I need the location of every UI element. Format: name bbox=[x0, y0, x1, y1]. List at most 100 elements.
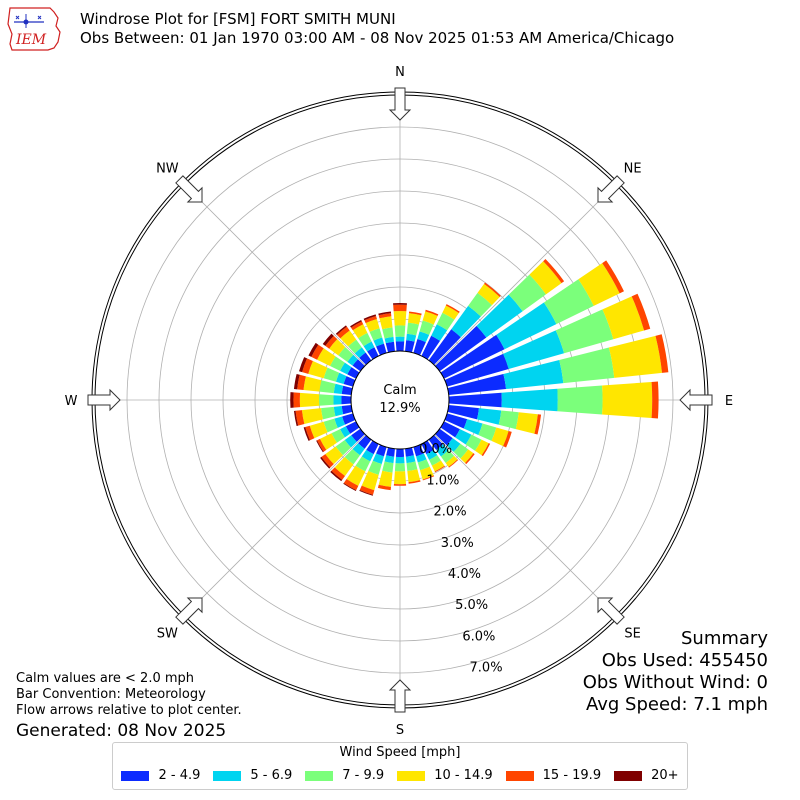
legend-label: 10 - 14.9 bbox=[434, 768, 493, 783]
direction-label: W bbox=[65, 394, 78, 409]
direction-label: N bbox=[395, 65, 405, 80]
bar-segment bbox=[317, 438, 327, 452]
bar-segment bbox=[426, 449, 438, 460]
bar-segment bbox=[351, 428, 365, 442]
bar-segment bbox=[382, 327, 394, 339]
bar-segment bbox=[405, 340, 415, 353]
legend-items: 2 - 4.9 5 - 6.9 7 - 9.9 10 - 14.9 15 - 19.9 2… bbox=[113, 768, 687, 783]
bar-segment bbox=[440, 421, 460, 438]
bar-segment bbox=[476, 294, 523, 338]
bar-segment bbox=[336, 326, 350, 339]
bar-segment bbox=[354, 347, 366, 358]
bar-segment bbox=[421, 335, 441, 360]
grid-ring bbox=[126, 126, 674, 674]
bar-segment bbox=[428, 329, 461, 365]
bars bbox=[290, 259, 669, 496]
bar-segment bbox=[503, 359, 564, 390]
bar-segment bbox=[319, 380, 336, 394]
bar-segment bbox=[503, 330, 565, 370]
bar-segment bbox=[376, 343, 387, 356]
legend-label: 20+ bbox=[651, 768, 679, 783]
legend-label: 5 - 6.9 bbox=[250, 768, 293, 783]
bar-segment bbox=[340, 362, 352, 375]
bar-segment bbox=[342, 413, 356, 425]
bar-segment bbox=[316, 440, 324, 453]
bar-segment bbox=[331, 467, 345, 480]
bar-segment bbox=[478, 423, 497, 441]
bar-segment bbox=[477, 283, 500, 306]
bar-segment bbox=[508, 274, 546, 312]
bar-segment bbox=[295, 410, 305, 426]
legend-swatch bbox=[614, 770, 643, 781]
bar-segment bbox=[299, 357, 308, 373]
bar-segment bbox=[343, 376, 356, 387]
generated-date: Generated: 08 Nov 2025 bbox=[16, 721, 227, 741]
bar-segment bbox=[355, 456, 371, 472]
bar-segment bbox=[543, 279, 594, 325]
bar-segment bbox=[557, 385, 603, 415]
direction-label: NW bbox=[156, 161, 179, 176]
legend-item: 10 - 14.9 bbox=[397, 768, 493, 783]
bar-segment bbox=[444, 353, 509, 387]
flow-note: Flow arrows relative to plot center. bbox=[16, 703, 242, 718]
direction-label: E bbox=[725, 394, 733, 409]
bar-segment bbox=[368, 460, 382, 475]
bar-segment bbox=[305, 425, 315, 441]
bar-segment bbox=[498, 410, 519, 430]
direction-label: SE bbox=[624, 627, 640, 642]
bar-segment bbox=[363, 314, 377, 321]
bar-segment bbox=[378, 313, 392, 319]
bar-segment bbox=[515, 412, 538, 434]
legend-swatch bbox=[121, 770, 150, 781]
bar-segment bbox=[372, 453, 384, 465]
bar-segment bbox=[651, 381, 659, 419]
direction-label: NE bbox=[624, 161, 642, 176]
bar-segment bbox=[395, 341, 405, 352]
bar-segment bbox=[341, 395, 352, 405]
flow-arrow-icon bbox=[597, 597, 625, 625]
bar-segment bbox=[365, 319, 380, 332]
bar-segment bbox=[422, 311, 438, 325]
bar-segment bbox=[323, 418, 338, 433]
bar-segment bbox=[451, 305, 481, 338]
bar-segment bbox=[341, 385, 353, 395]
radial-tick-label: 2.0% bbox=[434, 505, 467, 520]
bar-segment bbox=[340, 330, 357, 347]
bar-segment bbox=[408, 480, 421, 484]
bar-segment bbox=[440, 450, 455, 464]
bar-segment bbox=[442, 305, 459, 320]
bar-segment bbox=[333, 395, 342, 405]
bar-segment bbox=[359, 490, 373, 496]
bar-segment bbox=[434, 465, 446, 473]
bar-segment bbox=[385, 341, 395, 353]
bar-segment bbox=[343, 478, 359, 491]
bar-segment bbox=[303, 427, 310, 441]
bar-segment bbox=[376, 444, 387, 457]
bar-segment bbox=[435, 325, 487, 372]
summary-panel: Summary Obs Used: 455450 Obs Without Win… bbox=[583, 628, 768, 716]
direction-arrow bbox=[175, 597, 203, 625]
bar-segment bbox=[446, 438, 461, 452]
bar-segment bbox=[320, 456, 331, 469]
notes-panel: Calm values are < 2.0 mph Bar Convention… bbox=[16, 671, 242, 742]
summary-avg-speed: Avg Speed: 7.1 mph bbox=[586, 694, 768, 715]
bar-segment bbox=[338, 346, 354, 362]
legend-swatch bbox=[397, 770, 426, 781]
radial-tick-label: 5.0% bbox=[455, 598, 488, 613]
bar-segment bbox=[447, 405, 479, 420]
chart-title: Windrose Plot for [FSM] FORT SMITH MUNI bbox=[80, 10, 396, 28]
bar-segment bbox=[341, 405, 353, 415]
bar-segment bbox=[302, 358, 313, 374]
legend-item: 5 - 6.9 bbox=[213, 768, 292, 783]
bar-segment bbox=[503, 430, 512, 448]
bar-segment bbox=[465, 434, 482, 451]
bar-convention-note: Bar Convention: Meteorology bbox=[16, 687, 206, 702]
bar-segment bbox=[329, 339, 346, 356]
bar-segment bbox=[366, 440, 379, 455]
bar-segment bbox=[406, 461, 418, 472]
legend-label: 15 - 19.9 bbox=[542, 768, 602, 783]
bar-segment bbox=[395, 336, 405, 342]
windrose-chart: Calm 12.9% 0.0% 1.0% 2.0% 3.0% 4.0% 5.0% 6.0% 7.0… bbox=[65, 65, 734, 738]
bar-segment bbox=[322, 333, 334, 346]
bar-segment bbox=[534, 414, 542, 435]
